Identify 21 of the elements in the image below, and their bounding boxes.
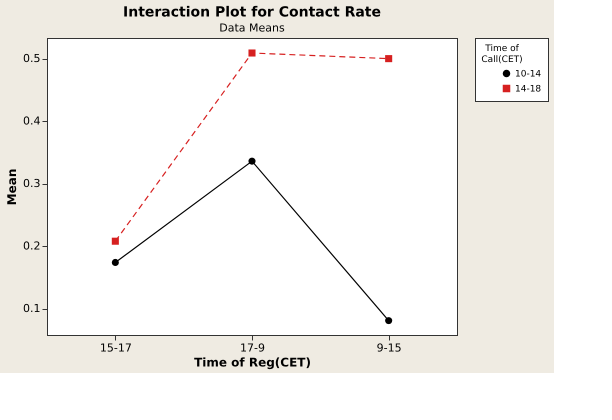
point (112, 238, 119, 245)
x-tick-label: 17-9 (240, 342, 265, 354)
point (385, 317, 392, 324)
y-tick-label: 0.3 (23, 177, 40, 190)
y-tick-label: 0.5 (23, 52, 40, 66)
x-axis-title: Time of Reg(CET) (194, 356, 311, 370)
point (385, 55, 392, 62)
chart-subtitle: Data Means (219, 22, 285, 34)
x-tick-label: 15-17 (100, 342, 132, 354)
y-tick-label: 0.1 (23, 302, 40, 316)
x-tick-label: 9-15 (376, 342, 402, 354)
y-tick-label: 0.2 (23, 240, 40, 253)
legend-title: Time of Call(CET) (481, 44, 523, 65)
legend-label: 10-14 (515, 70, 542, 80)
y-tick-label: 0.4 (23, 114, 40, 128)
point (248, 158, 256, 165)
point (248, 49, 256, 57)
point (112, 258, 119, 266)
legend-label: 14-18 (515, 84, 542, 94)
y-axis-title: Mean (5, 168, 20, 206)
chart-title: Interaction Plot for Contact Rate (123, 4, 381, 20)
